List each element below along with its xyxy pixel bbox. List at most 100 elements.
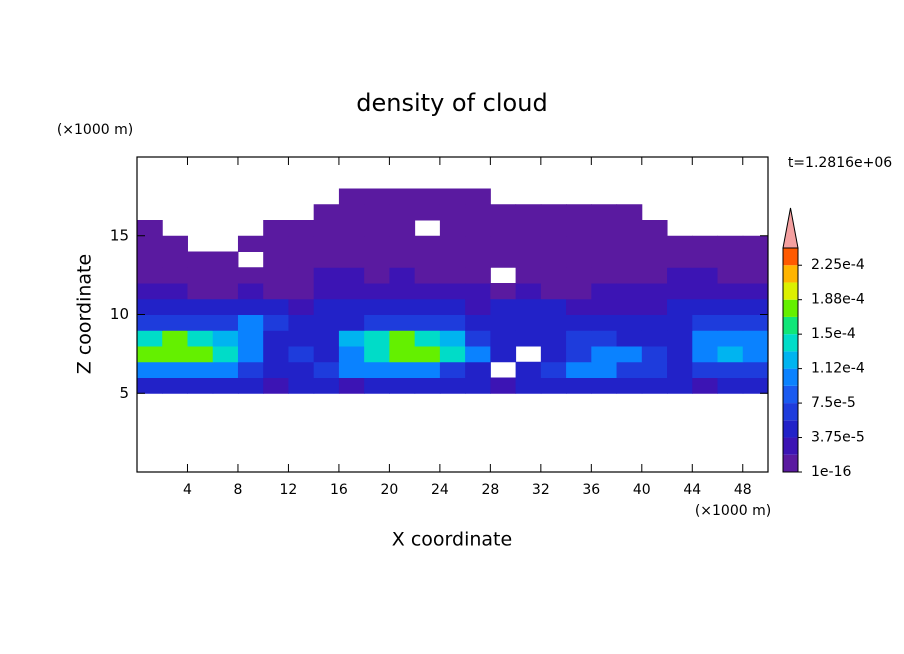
y-tick-label: 15 xyxy=(110,226,129,244)
contour-cell xyxy=(515,283,542,300)
contour-cell xyxy=(338,267,365,284)
colorbar-band xyxy=(783,282,798,300)
contour-cell xyxy=(389,377,416,394)
contour-cell xyxy=(162,298,188,315)
contour-cell xyxy=(212,314,239,331)
x-tick-label: 12 xyxy=(280,482,298,498)
contour-cell xyxy=(667,283,693,300)
colorbar-band xyxy=(783,437,798,455)
contour-cell xyxy=(717,346,744,363)
colorbar-tick-label: 2.25e-4 xyxy=(811,257,865,273)
x-tick-label: 44 xyxy=(683,482,701,498)
contour-cell xyxy=(515,314,542,331)
contour-cell xyxy=(237,377,264,394)
contour-cell xyxy=(465,220,491,237)
contour-cell xyxy=(389,235,416,252)
contour-cell xyxy=(237,361,264,378)
contour-cell xyxy=(692,314,719,331)
contour-cell xyxy=(515,361,542,378)
contour-cell xyxy=(162,361,188,378)
contour-cell xyxy=(465,283,491,300)
contour-cell xyxy=(137,283,163,300)
contour-cell xyxy=(338,220,365,237)
colorbar-band xyxy=(783,334,798,352)
contour-cell xyxy=(591,283,618,300)
contour-cell xyxy=(137,361,163,378)
x-tick-label: 4 xyxy=(183,482,192,498)
contour-cell xyxy=(187,283,214,300)
contour-cell xyxy=(616,361,643,378)
contour-cell xyxy=(641,314,668,331)
contour-cell xyxy=(288,377,315,394)
contour-cell xyxy=(692,251,719,268)
contour-cell xyxy=(212,251,239,268)
contour-cell xyxy=(212,298,239,315)
contour-cell xyxy=(465,330,491,347)
contour-cell xyxy=(566,235,592,252)
x-axis-label: X coordinate xyxy=(392,529,512,551)
contour-cell xyxy=(263,298,289,315)
contour-cell xyxy=(667,267,693,284)
contour-cell xyxy=(364,188,390,205)
contour-cell xyxy=(414,377,441,394)
colorbar-tick-label: 1e-16 xyxy=(811,464,851,480)
contour-cell xyxy=(717,361,744,378)
contour-cell xyxy=(465,204,491,221)
contour-cell xyxy=(389,220,416,237)
contour-cell xyxy=(338,330,365,347)
contour-cell xyxy=(616,377,643,394)
colorbar-tick-label: 1.12e-4 xyxy=(811,361,865,377)
contour-cell xyxy=(187,251,214,268)
contour-cell xyxy=(742,251,769,268)
contour-cell xyxy=(465,314,491,331)
contour-cell xyxy=(263,361,289,378)
contour-cell xyxy=(742,283,769,300)
contour-cell xyxy=(414,298,441,315)
contour-cell xyxy=(717,251,744,268)
contour-cell xyxy=(591,314,618,331)
x-tick-label: 48 xyxy=(734,482,752,498)
contour-cell xyxy=(490,235,517,252)
contour-cell xyxy=(237,267,264,284)
contour-cell xyxy=(414,330,441,347)
contour-cell xyxy=(641,346,668,363)
contour-cell xyxy=(313,377,340,394)
contour-cell xyxy=(187,377,214,394)
contour-cell xyxy=(162,330,188,347)
contour-cell xyxy=(263,251,289,268)
contour-cell xyxy=(591,220,618,237)
contour-cell xyxy=(439,267,466,284)
contour-cell xyxy=(389,361,416,378)
contour-cell xyxy=(717,298,744,315)
contour-cell xyxy=(288,330,315,347)
contour-cell xyxy=(667,346,693,363)
colorbar-frame xyxy=(782,247,799,473)
contour-cell xyxy=(212,346,239,363)
contour-cell xyxy=(288,346,315,363)
contour-cell xyxy=(237,298,264,315)
contour-cell xyxy=(591,330,618,347)
contour-cell xyxy=(490,346,517,363)
contour-cell xyxy=(137,267,163,284)
contour-cell xyxy=(338,188,365,205)
y-tick-label: 10 xyxy=(110,305,129,323)
contour-cell xyxy=(742,314,769,331)
contour-cell xyxy=(692,330,719,347)
contour-cell xyxy=(313,283,340,300)
contour-cell xyxy=(566,220,592,237)
contour-cell xyxy=(212,283,239,300)
contour-cell xyxy=(540,361,567,378)
contour-cell xyxy=(237,346,264,363)
contour-cell xyxy=(212,267,239,284)
contour-cell xyxy=(540,220,567,237)
contour-cell xyxy=(742,298,769,315)
contour-cell xyxy=(641,220,668,237)
contour-cell xyxy=(439,251,466,268)
colorbar-band xyxy=(783,454,798,472)
contour-cell xyxy=(237,235,264,252)
annotation: t=1.2816e+06 xyxy=(788,155,892,171)
contour-cell xyxy=(742,330,769,347)
contour-cell xyxy=(490,204,517,221)
colorbar-extension xyxy=(782,207,799,249)
